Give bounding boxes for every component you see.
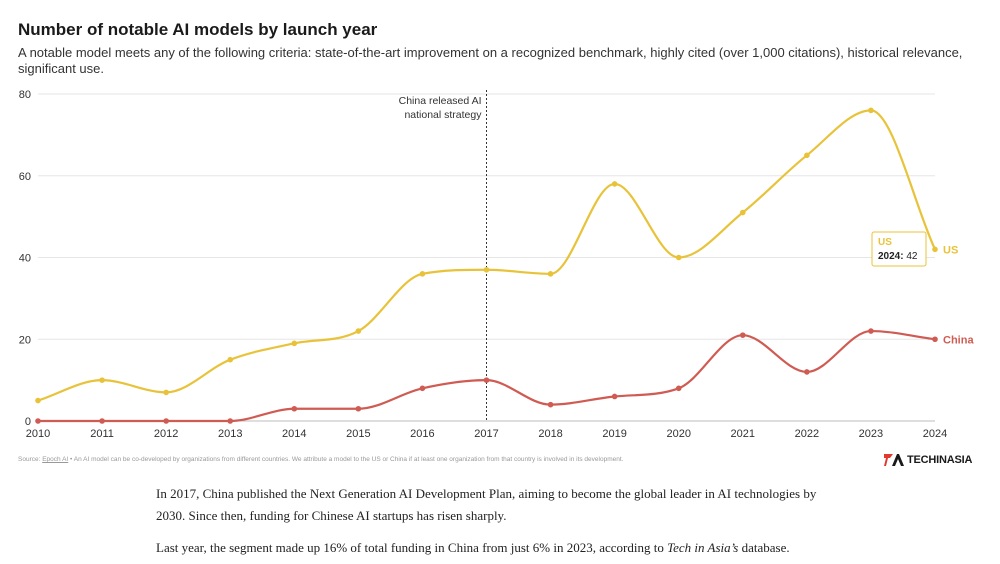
data-point-us[interactable] <box>804 152 810 159</box>
data-point-china[interactable] <box>291 405 298 412</box>
x-tick-label: 2016 <box>410 428 434 440</box>
x-tick-label: 2011 <box>90 428 114 440</box>
p2-text-after: database. <box>738 540 790 555</box>
label-layer: US China <box>943 244 974 346</box>
p2-text-before: Last year, the segment made up 16% of to… <box>156 540 668 555</box>
article-paragraph-2: Last year, the segment made up 16% of to… <box>156 537 846 559</box>
annotation-layer: China released AI national strategy <box>399 90 487 421</box>
source-link[interactable]: Epoch AI <box>42 456 69 463</box>
data-point-china[interactable] <box>675 385 682 392</box>
data-point-china[interactable] <box>932 336 938 343</box>
x-tick-label: 2010 <box>26 428 50 440</box>
data-point-china[interactable] <box>547 401 554 408</box>
data-point-us[interactable] <box>868 107 874 114</box>
data-point-us[interactable] <box>739 209 746 216</box>
series-line-china <box>37 329 936 423</box>
tooltip-series-name: US <box>878 237 892 248</box>
x-tick-label: 2012 <box>154 428 178 440</box>
tooltip-value-line: 2024: 42 <box>878 251 918 262</box>
source-prefix: Source: <box>18 456 43 463</box>
article-paragraph-1: In 2017, China published the Next Genera… <box>156 486 817 523</box>
data-point-china[interactable] <box>868 328 874 334</box>
x-tick-label: 2015 <box>346 428 370 440</box>
tooltip-layer: US 2024: 42 <box>871 231 927 267</box>
data-point-china[interactable] <box>227 418 234 424</box>
y-tick-label: 80 <box>19 89 31 101</box>
tooltip-value: 42 <box>904 251 918 262</box>
footnote-note: • An AI model can be co-developed by org… <box>68 456 624 463</box>
data-point-us[interactable] <box>355 328 362 334</box>
data-point-us[interactable] <box>35 397 41 404</box>
data-point-china[interactable] <box>483 377 490 383</box>
x-tick-label: 2017 <box>474 428 498 440</box>
data-point-us[interactable] <box>675 254 682 261</box>
data-point-china[interactable] <box>163 418 169 424</box>
x-tick-label: 2023 <box>859 428 883 440</box>
y-tick-label: 20 <box>19 334 31 346</box>
series-layer <box>35 107 938 424</box>
data-point-us[interactable] <box>483 266 490 273</box>
chart-footnote: Source: Epoch AI • An AI model can be co… <box>18 456 623 463</box>
x-tick-label: 2018 <box>538 428 562 440</box>
annotation-text-line-2: national strategy <box>404 109 482 121</box>
data-point-china[interactable] <box>419 385 426 392</box>
data-point-us[interactable] <box>291 340 298 347</box>
x-tick-label: 2020 <box>666 428 690 440</box>
logo-text: TECHINASIA <box>907 454 973 466</box>
data-point-china[interactable] <box>355 405 362 412</box>
data-point-us[interactable] <box>932 246 938 253</box>
techinasia-logo[interactable]: TECHINASIA <box>884 452 972 468</box>
series-label-china: China <box>943 334 974 346</box>
logo-mark-icon <box>884 454 904 466</box>
annotation-text-line-1: China released AI <box>399 95 482 107</box>
y-tick-label: 60 <box>19 171 31 183</box>
x-tick-label: 2014 <box>282 428 306 440</box>
chart-title: Number of notable AI models by launch ye… <box>18 20 378 39</box>
y-tick-label: 40 <box>19 253 31 265</box>
x-tick-label: 2019 <box>602 428 626 440</box>
data-point-china[interactable] <box>99 418 105 424</box>
x-tick-label: 2013 <box>218 428 242 440</box>
data-point-china[interactable] <box>739 332 746 338</box>
data-point-us[interactable] <box>547 271 554 277</box>
x-tick-label: 2022 <box>795 428 819 440</box>
y-tick-label: 0 <box>25 416 31 428</box>
chart-subtitle: A notable model meets any of the followi… <box>18 45 963 76</box>
data-point-us[interactable] <box>419 271 426 277</box>
line-chart: 0 20 40 60 80 2010 2011 2012 2013 2014 2015 2016 201… <box>19 89 975 440</box>
data-point-china[interactable] <box>611 393 618 400</box>
x-tick-label: 2021 <box>731 428 755 440</box>
x-tick-label: 2024 <box>923 428 947 440</box>
data-point-us[interactable] <box>227 356 234 363</box>
data-point-us[interactable] <box>99 377 105 383</box>
data-point-us[interactable] <box>163 389 169 396</box>
series-label-us: US <box>943 244 958 256</box>
data-point-china[interactable] <box>35 418 41 424</box>
grid-layer: 0 20 40 60 80 2010 2011 2012 2013 2014 2015 2016 201… <box>19 89 947 440</box>
data-point-us[interactable] <box>611 181 618 187</box>
tooltip-box <box>871 231 927 267</box>
tooltip-year: 2024: <box>878 251 904 262</box>
p2-publication-name: Tech in Asia’s <box>667 540 739 555</box>
data-point-china[interactable] <box>804 369 810 375</box>
